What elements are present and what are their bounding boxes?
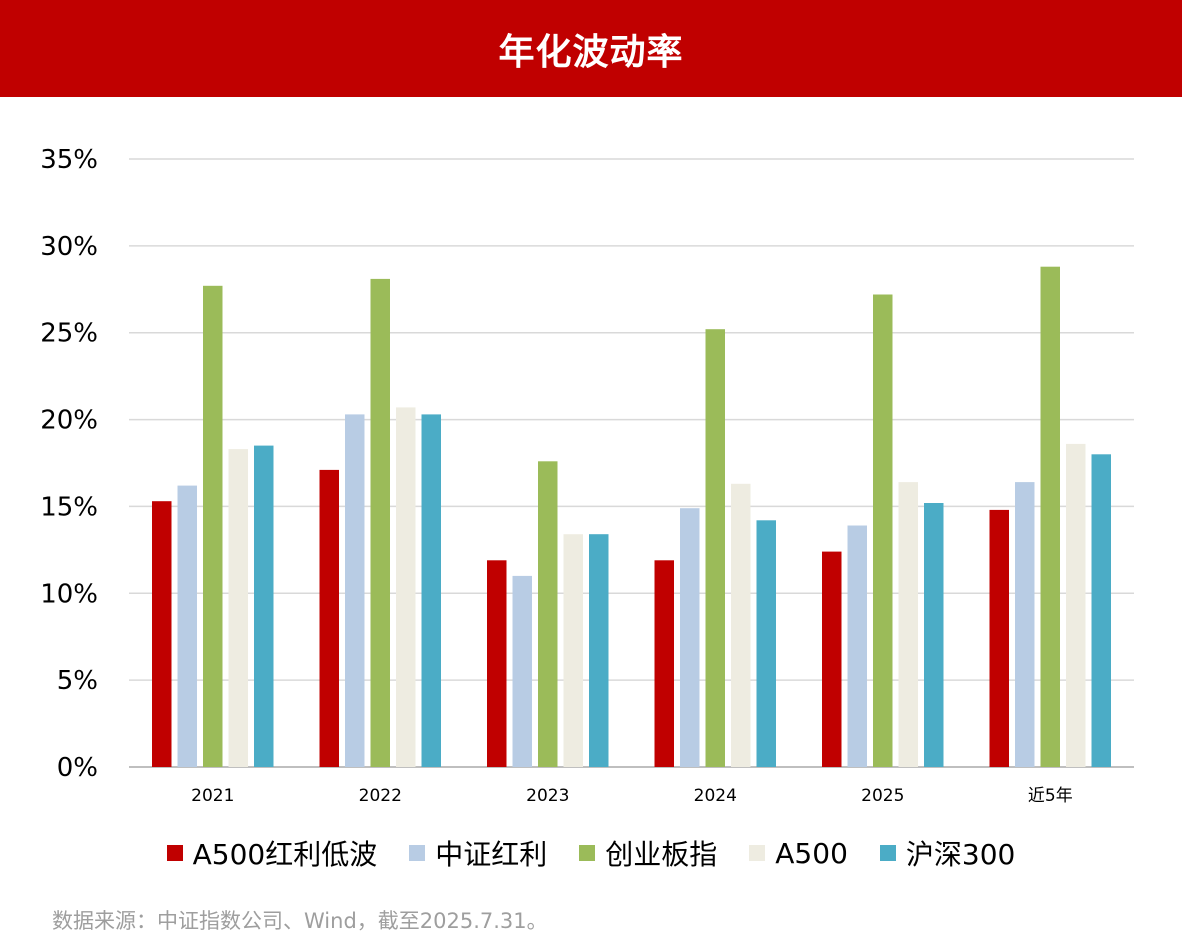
y-axis-ticks: 0% 5% 10% 15% 20% 25% 30% 35% [40,145,98,783]
bar [654,560,674,767]
legend-swatch [579,845,596,861]
x-tick-label: 2025 [861,786,904,806]
x-tick-label: 2021 [191,786,234,806]
x-tick-label: 2022 [359,786,402,806]
legend-label: 沪深300 [905,838,1016,871]
bar [847,525,867,767]
y-tick-label: 10% [40,579,98,609]
legend-label: 中证红利 [435,838,548,871]
legend-item: A500红利低波 [166,833,378,873]
bar [538,461,558,767]
bar [873,294,893,767]
y-tick-label: 25% [40,319,98,349]
bar [898,482,918,767]
x-axis-ticks: 2021 2022 2023 2024 2025 近5年 [191,786,1073,806]
bar [152,501,172,767]
bar [319,469,339,767]
bar [254,445,274,767]
bar [1066,443,1086,767]
bar [203,285,223,767]
legend-item: 沪深300 [879,833,1016,873]
bar [512,575,532,767]
chart-header: 年化波动率 [0,0,1182,97]
bar [705,329,725,767]
legend-label: A500 [775,836,848,870]
x-tick-label: 2024 [694,786,737,806]
bar [924,503,944,767]
bar [563,534,583,767]
legend-swatch [749,845,766,861]
bar [421,414,441,767]
y-tick-label: 20% [40,406,98,436]
bar [589,534,609,767]
bar [396,407,416,767]
bar [1091,454,1111,767]
bar [1040,266,1060,767]
legend-swatch [409,845,426,861]
y-tick-label: 15% [40,492,98,522]
legend-label: A500红利低波 [192,838,378,871]
x-tick-label: 2023 [526,786,569,806]
bar [989,509,1009,767]
bar [345,414,365,767]
bar [756,520,776,767]
legend-label: 创业板指 [605,838,718,871]
y-tick-label: 30% [40,232,98,262]
grid-lines [129,158,1134,768]
legend-swatch [879,845,896,861]
x-tick-label: 近5年 [1028,786,1073,806]
legend-item: 中证红利 [409,833,547,873]
y-tick-label: 35% [40,145,98,175]
y-tick-label: 0% [57,753,98,783]
legend: A500红利低波 中证红利 创业板指 A500 沪深300 [0,831,1182,875]
source-note: 数据来源：中证指数公司、Wind，截至2025.7.31。 [52,909,548,933]
bar [1015,482,1035,767]
bars [152,266,1111,767]
legend-swatch [166,845,183,861]
bar [370,278,390,767]
bar [822,551,842,767]
y-tick-label: 5% [57,666,98,696]
legend-item: A500 [749,837,848,870]
chart-title: 年化波动率 [498,31,684,73]
legend-item: 创业板指 [579,833,717,873]
bar [487,560,507,767]
bar [177,485,197,767]
bar [228,449,248,767]
bar [731,483,751,767]
bar [680,508,700,767]
